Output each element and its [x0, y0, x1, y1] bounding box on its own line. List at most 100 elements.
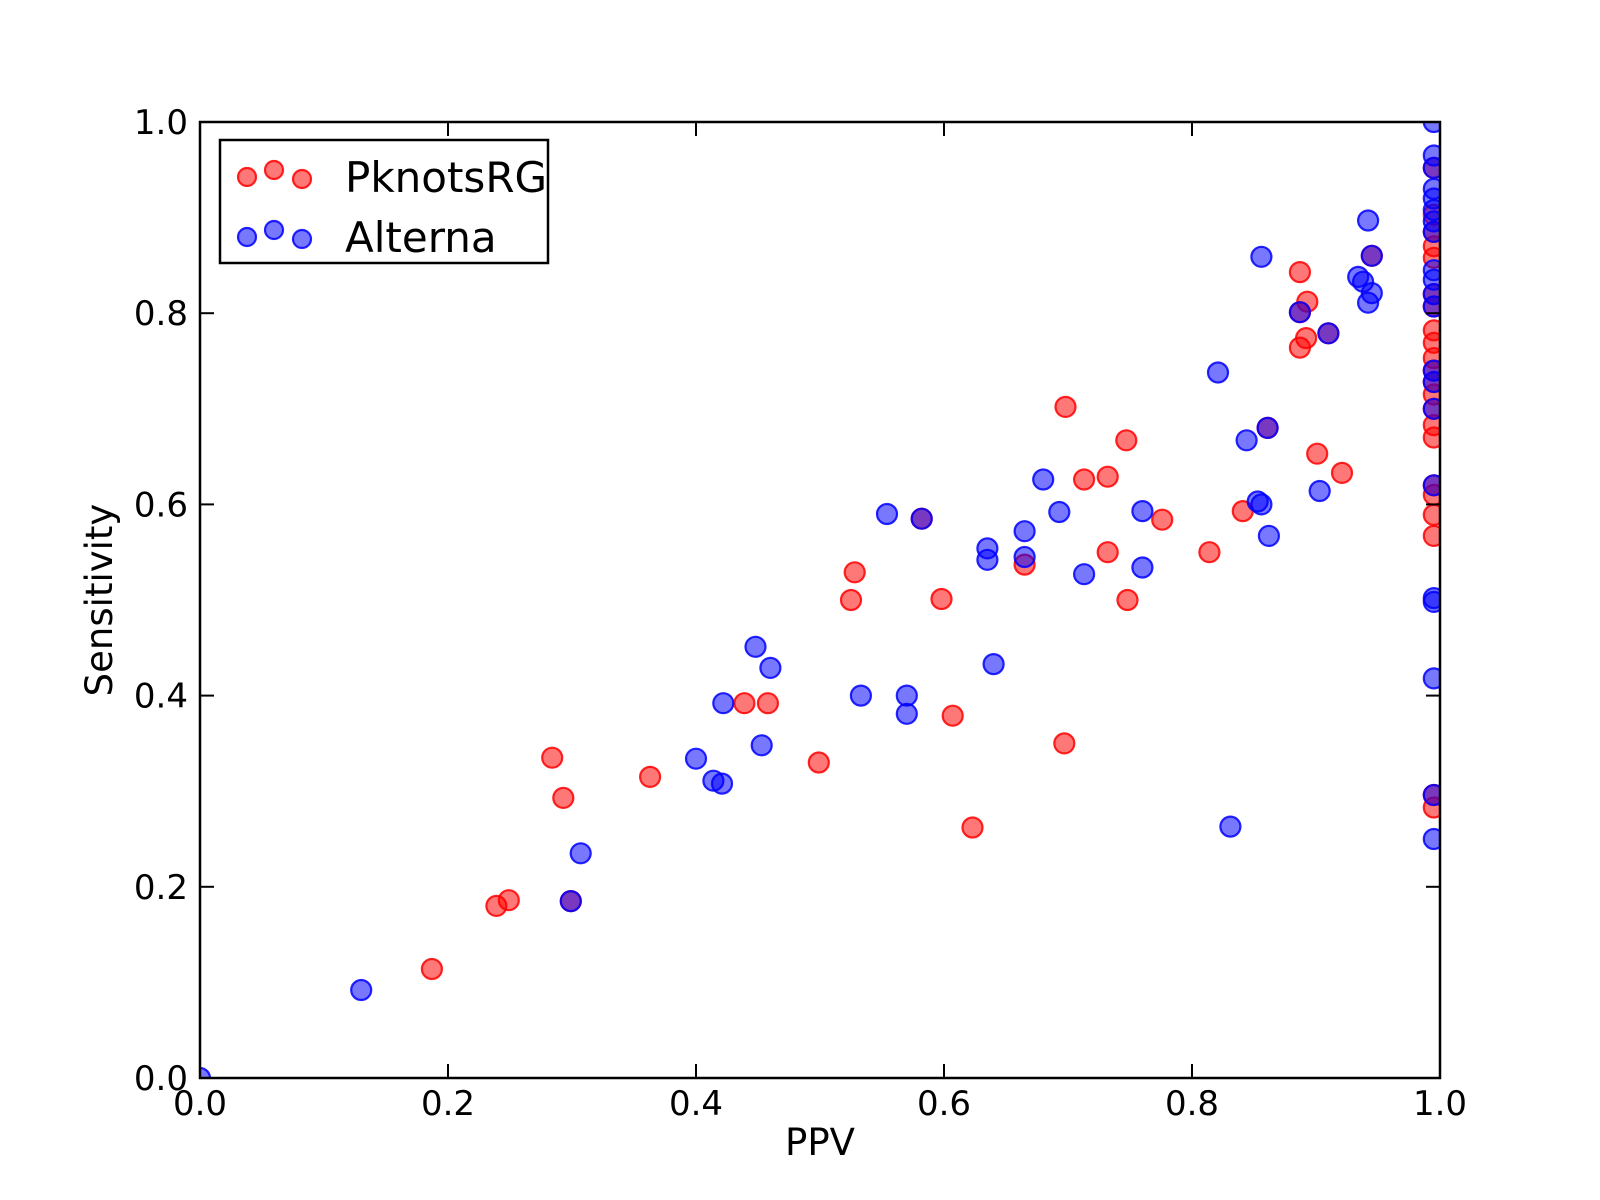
- data-point: [1096, 541, 1119, 564]
- data-point: [1032, 468, 1055, 491]
- data-point: [1422, 426, 1440, 449]
- data-point: [1048, 500, 1071, 524]
- data-point: [756, 692, 780, 715]
- data-point: [497, 889, 520, 912]
- data-point: [733, 692, 756, 715]
- data-point: [1219, 815, 1242, 838]
- data-point: [1422, 667, 1440, 690]
- data-point: [1198, 541, 1221, 564]
- data-point: [1356, 209, 1380, 232]
- data-point: [895, 702, 918, 725]
- data-point: [1422, 590, 1440, 613]
- data-point: [559, 889, 582, 913]
- y-tick-label: 0.8: [134, 294, 188, 334]
- data-point: [1422, 397, 1440, 420]
- data-point: [1330, 461, 1354, 484]
- data-point: [1422, 370, 1440, 394]
- legend-marker-dot: [291, 168, 313, 190]
- legend-marker-dot: [291, 228, 313, 250]
- data-point: [1422, 524, 1440, 547]
- data-point: [1206, 361, 1230, 384]
- data-point: [1360, 282, 1383, 305]
- data-point: [961, 816, 984, 839]
- data-point: [1306, 442, 1329, 465]
- data-point: [350, 978, 373, 1002]
- data-point: [941, 704, 964, 727]
- legend-marker-dot: [263, 219, 285, 241]
- data-point: [875, 502, 899, 526]
- y-axis-label: Sensitivity: [78, 504, 121, 697]
- legend-marker-alterna: [236, 219, 313, 250]
- data-point: [1294, 327, 1318, 350]
- data-point: [1072, 468, 1096, 491]
- legend-label-alterna: Alterna: [345, 213, 497, 262]
- data-point: [1013, 545, 1036, 569]
- y-tick-label: 0.2: [134, 868, 188, 908]
- x-tick-label: 0.0: [173, 1084, 227, 1124]
- data-point: [1422, 220, 1440, 243]
- scatter-points: [200, 122, 1440, 1078]
- y-tick-label: 0.4: [134, 677, 188, 717]
- data-point: [1308, 479, 1331, 503]
- data-point: [750, 734, 773, 757]
- x-tick-label: 0.8: [1165, 1084, 1219, 1124]
- data-point: [1235, 429, 1258, 452]
- x-axis-label: PPV: [785, 1121, 855, 1164]
- data-point: [1422, 295, 1440, 318]
- data-point: [1131, 500, 1154, 523]
- data-point: [1096, 465, 1119, 488]
- data-point: [1013, 520, 1036, 543]
- legend-markers: [236, 159, 313, 250]
- data-point: [843, 561, 866, 584]
- data-point: [839, 588, 863, 612]
- plot-frame: [198, 120, 1442, 1080]
- data-point: [1072, 563, 1096, 586]
- data-point: [1422, 827, 1440, 851]
- data-point: [807, 751, 830, 774]
- data-point: [1054, 395, 1077, 418]
- data-point: [744, 635, 767, 658]
- data-point: [200, 1066, 212, 1078]
- data-point: [1422, 122, 1440, 134]
- y-tick-label: 0.0: [134, 1059, 188, 1099]
- data-point: [710, 772, 734, 795]
- legend: PknotsRG Alterna: [218, 138, 550, 265]
- data-point: [930, 587, 953, 611]
- y-tick-label: 0.6: [134, 485, 188, 525]
- data-point: [1317, 322, 1340, 345]
- data-point: [982, 652, 1005, 676]
- series-alterna: [200, 122, 1440, 1078]
- legend-marker-pknotsrg: [236, 159, 313, 190]
- data-point: [552, 786, 575, 810]
- data-point: [420, 957, 443, 981]
- legend-marker-dot: [236, 166, 258, 188]
- data-point: [1360, 244, 1383, 267]
- data-point: [910, 507, 933, 530]
- data-point: [1422, 474, 1440, 497]
- data-point: [638, 765, 662, 789]
- x-tick-label: 0.6: [917, 1084, 971, 1124]
- data-point: [712, 692, 735, 715]
- axis-ticks: 0.0 0.2 0.4 0.6 0.8 1.0 0.0 0.2 0.4 0.6 0.8 1.0: [134, 103, 1467, 1124]
- data-point: [759, 656, 782, 680]
- data-point: [1288, 301, 1312, 324]
- data-point: [1422, 783, 1440, 807]
- data-point: [1116, 588, 1139, 612]
- data-point: [1151, 508, 1174, 531]
- data-point: [976, 548, 999, 571]
- legend-marker-dot: [263, 159, 285, 181]
- data-point: [541, 746, 564, 769]
- data-point: [1257, 524, 1281, 548]
- data-point: [1256, 416, 1279, 439]
- data-point: [1131, 556, 1154, 579]
- data-point: [1250, 245, 1273, 268]
- data-point: [1288, 261, 1312, 284]
- data-point: [849, 684, 873, 707]
- data-point: [1250, 493, 1273, 516]
- data-point: [1053, 732, 1076, 755]
- data-point: [684, 747, 708, 770]
- legend-marker-dot: [236, 226, 258, 248]
- data-point: [1115, 429, 1138, 452]
